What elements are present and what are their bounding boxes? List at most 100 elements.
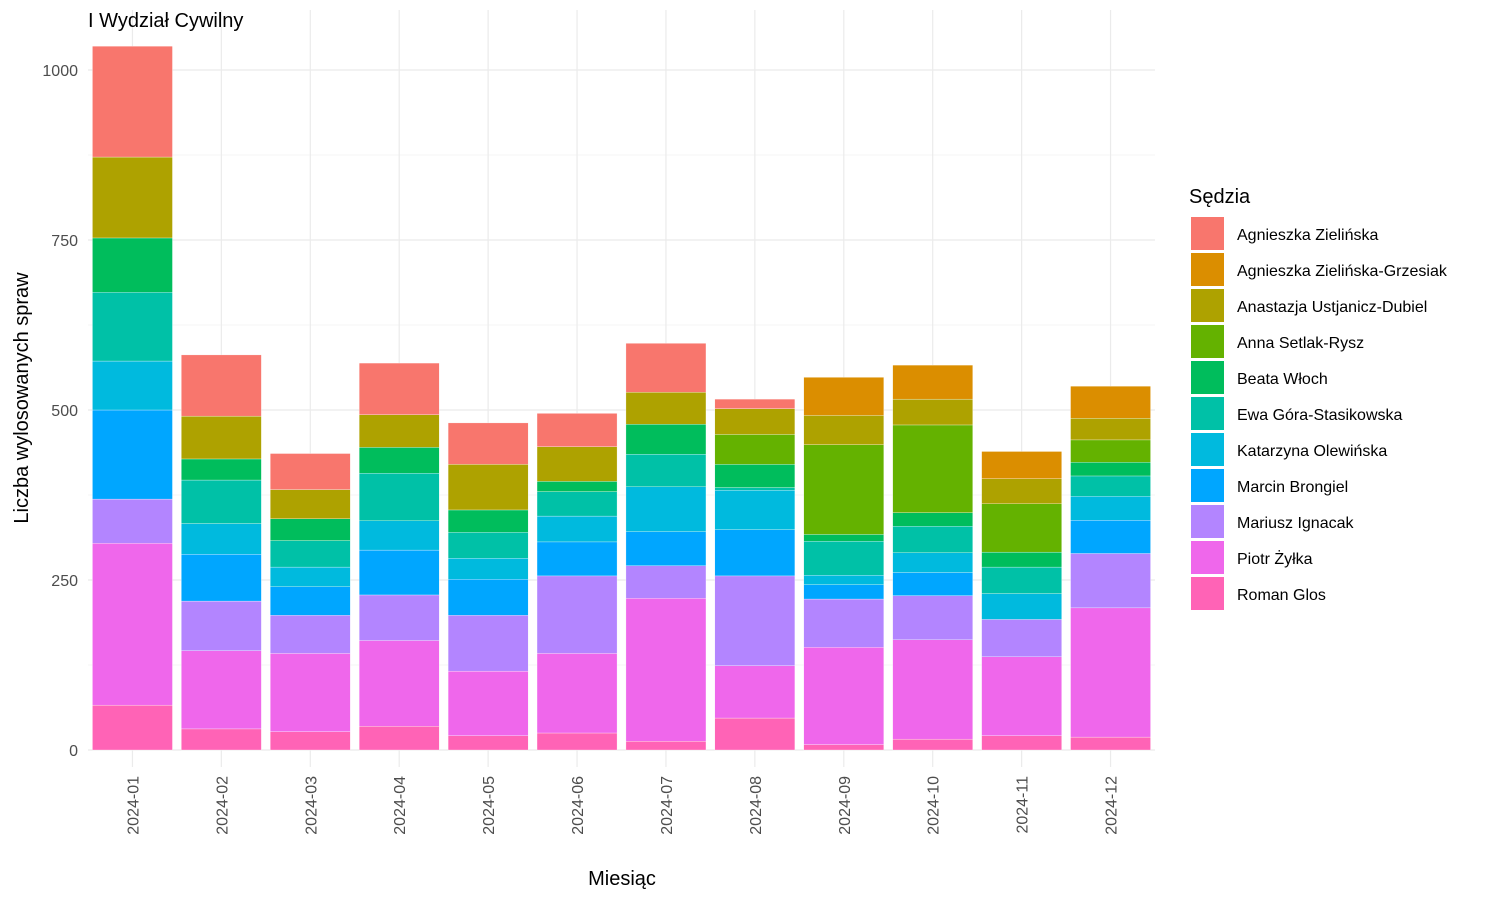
bar-segment: [892, 552, 973, 573]
bar-segment: [447, 422, 529, 465]
bar-segment: [92, 360, 173, 411]
bar-segment: [181, 600, 262, 651]
x-tick-label: 2024-12: [1104, 776, 1121, 835]
legend-swatch: [1191, 505, 1224, 538]
chart-title: I Wydział Cywilny: [88, 10, 243, 32]
bar-segment: [359, 726, 440, 751]
bar-segment: [714, 464, 796, 488]
legend-label: Agnieszka Zielińska-Grzesiak: [1237, 263, 1448, 280]
bar-segment: [714, 408, 796, 435]
bar-segment: [714, 398, 796, 409]
bar-segment: [359, 447, 440, 474]
bar-segment: [803, 647, 884, 745]
bar-segment: [981, 551, 1062, 568]
bar-segment: [803, 584, 884, 600]
legend-swatch: [1191, 361, 1224, 394]
bar-segment: [270, 453, 351, 490]
bar-segment: [359, 473, 440, 521]
legend-label: Marcin Brongiel: [1237, 479, 1348, 496]
legend-label: Katarzyna Olewińska: [1237, 443, 1387, 460]
bar-segment: [981, 619, 1062, 657]
y-axis-title: Liczba wylosowanych spraw: [11, 272, 33, 524]
legend-swatch: [1191, 289, 1224, 322]
bar-segment: [803, 598, 884, 648]
bar-segment: [1070, 736, 1151, 751]
bar-segment: [181, 650, 262, 730]
x-tick-label: 2024-10: [926, 776, 943, 835]
bar-segment: [625, 531, 707, 566]
y-tick-label: 750: [51, 233, 78, 250]
bar-segment: [181, 458, 262, 481]
legend-swatch: [1191, 325, 1224, 358]
bar-segment: [359, 594, 440, 641]
bar-segment: [270, 731, 351, 751]
legend-label: Agnieszka Zielińska: [1237, 227, 1379, 244]
bar-segment: [270, 540, 351, 568]
x-tick-label: 2024-09: [837, 776, 854, 835]
bar-segment: [803, 541, 884, 576]
bar-segment: [92, 704, 173, 751]
legend-label: Anastazja Ustjanicz-Dubiel: [1237, 299, 1427, 316]
bar-segment: [714, 529, 796, 577]
legend-title: Sędzia: [1189, 186, 1251, 208]
x-axis-title: Miesiąc: [588, 868, 656, 890]
bar-segment: [536, 481, 618, 492]
bar-segment: [270, 586, 351, 616]
bar-segment: [625, 424, 707, 455]
x-tick-label: 2024-08: [748, 776, 765, 835]
bar-segment: [803, 444, 884, 535]
bar-segment: [92, 409, 173, 500]
bar-segment: [359, 362, 440, 415]
x-tick-label: 2024-07: [659, 776, 676, 835]
legend-label: Anna Setlak-Rysz: [1237, 335, 1364, 352]
bar-segment: [447, 464, 529, 511]
bar-segment: [92, 237, 173, 293]
bar-segment: [447, 615, 529, 672]
bar-segment: [447, 558, 529, 580]
bar-segment: [447, 532, 529, 559]
bar-segment: [1070, 496, 1151, 521]
bar-segment: [536, 491, 618, 517]
x-tick-label: 2024-01: [125, 776, 142, 835]
bar-segment: [803, 415, 884, 445]
bar-segment: [536, 413, 618, 447]
x-tick-label: 2024-04: [392, 776, 409, 835]
bar-segment: [181, 554, 262, 602]
bar-segment: [1070, 439, 1151, 463]
bar-segment: [981, 478, 1062, 504]
bar-segment: [981, 735, 1062, 751]
bar-segment: [803, 377, 884, 416]
bar-segment: [181, 354, 262, 417]
bar-segment: [447, 735, 529, 751]
bar-segment: [892, 424, 973, 513]
bar-segment: [181, 523, 262, 555]
bar-segment: [536, 446, 618, 482]
bar-segment: [1070, 607, 1151, 738]
bar-segment: [359, 414, 440, 448]
bar-segment: [981, 656, 1062, 736]
bar-segment: [92, 156, 173, 239]
legend-swatch: [1191, 253, 1224, 286]
bar-segment: [181, 728, 262, 751]
bar-segment: [625, 598, 707, 742]
y-tick-label: 0: [69, 743, 78, 760]
bar-segment: [536, 515, 618, 543]
bar-segment: [536, 541, 618, 577]
bar-segment: [714, 490, 796, 530]
bar-segment: [892, 398, 973, 426]
bar-segment: [1070, 553, 1151, 609]
legend-label: Piotr Żyłka: [1237, 549, 1313, 568]
x-tick-label: 2024-05: [481, 776, 498, 835]
bar-segment: [92, 543, 173, 706]
bar-segment: [714, 665, 796, 719]
legend-label: Mariusz Ignacak: [1237, 515, 1354, 532]
y-tick-label: 1000: [42, 63, 78, 80]
bar-segment: [270, 653, 351, 732]
legend-swatch: [1191, 469, 1224, 502]
bar-segment: [892, 364, 973, 400]
bar-segment: [92, 46, 173, 158]
bar-segment: [714, 487, 796, 491]
bar-segment: [1070, 418, 1151, 441]
legend-swatch: [1191, 217, 1224, 250]
